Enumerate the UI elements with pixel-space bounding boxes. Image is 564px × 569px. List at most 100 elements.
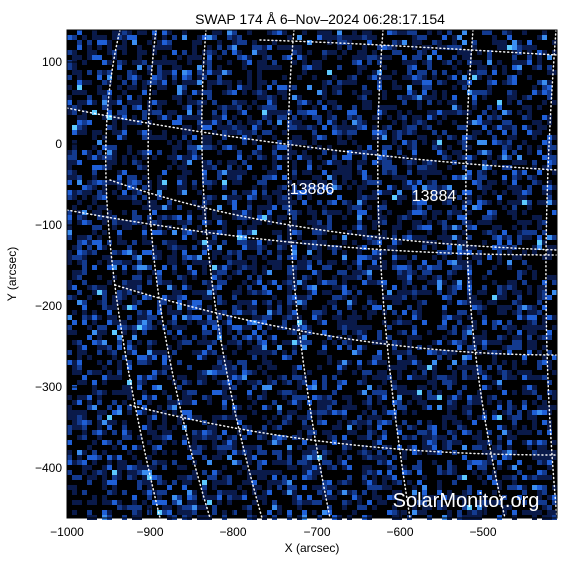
image-pixel [432, 185, 437, 190]
image-pixel [292, 95, 297, 100]
image-pixel [137, 485, 142, 490]
image-pixel [237, 175, 242, 180]
image-pixel [397, 295, 402, 300]
image-pixel [237, 260, 242, 265]
image-pixel [402, 465, 407, 470]
image-pixel [92, 475, 97, 480]
image-pixel [512, 310, 517, 315]
image-pixel [442, 325, 447, 330]
image-pixel [427, 65, 432, 70]
image-pixel [107, 320, 112, 325]
image-pixel [102, 475, 107, 480]
image-pixel [512, 435, 517, 440]
image-pixel [282, 95, 287, 100]
image-pixel [147, 415, 152, 420]
image-pixel [487, 230, 492, 235]
image-pixel [192, 470, 197, 475]
image-pixel [462, 365, 467, 370]
image-pixel [87, 475, 92, 480]
image-pixel [447, 245, 452, 250]
image-pixel [292, 400, 297, 405]
image-pixel [422, 375, 427, 380]
image-pixel [192, 180, 197, 185]
image-pixel [322, 495, 327, 500]
image-pixel [162, 205, 167, 210]
image-pixel [317, 115, 322, 120]
image-pixel [502, 120, 507, 125]
image-pixel [382, 75, 387, 80]
image-pixel [352, 495, 357, 500]
image-pixel [537, 430, 542, 435]
image-pixel [422, 430, 427, 435]
image-pixel [487, 400, 492, 405]
image-pixel [212, 240, 217, 245]
image-pixel [332, 115, 337, 120]
image-pixel [372, 280, 377, 285]
image-pixel [252, 315, 257, 320]
image-pixel [122, 125, 127, 130]
image-pixel [122, 110, 127, 115]
image-pixel [112, 265, 117, 270]
image-pixel [197, 415, 202, 420]
image-pixel [507, 280, 512, 285]
image-pixel [417, 120, 422, 125]
image-pixel [67, 470, 72, 475]
image-pixel [407, 400, 412, 405]
image-pixel [182, 395, 187, 400]
image-pixel [267, 290, 272, 295]
image-pixel [282, 325, 287, 330]
image-pixel [112, 225, 117, 230]
image-pixel [272, 170, 277, 175]
image-pixel [277, 90, 282, 95]
image-pixel [377, 425, 382, 430]
image-pixel [462, 165, 467, 170]
image-pixel [257, 395, 262, 400]
image-pixel [297, 365, 302, 370]
image-pixel [147, 345, 152, 350]
image-pixel [277, 285, 282, 290]
image-pixel [487, 115, 492, 120]
image-pixel [152, 350, 157, 355]
image-pixel [217, 30, 222, 35]
image-pixel [292, 475, 297, 480]
image-pixel [142, 375, 147, 380]
image-pixel [242, 110, 247, 115]
image-pixel [182, 505, 187, 510]
image-pixel [482, 185, 487, 190]
image-pixel [237, 485, 242, 490]
image-pixel [547, 455, 552, 460]
image-pixel [97, 350, 102, 355]
image-pixel [517, 270, 522, 275]
x-tick-label: −500 [469, 525, 496, 539]
image-pixel [502, 165, 507, 170]
image-pixel [462, 260, 467, 265]
image-pixel [97, 370, 102, 375]
image-pixel [472, 120, 477, 125]
image-pixel [372, 430, 377, 435]
image-pixel [532, 65, 537, 70]
image-pixel [547, 85, 552, 90]
image-pixel [347, 500, 352, 505]
image-pixel [407, 335, 412, 340]
image-pixel [117, 500, 122, 505]
image-pixel [382, 125, 387, 130]
image-pixel [192, 300, 197, 305]
image-pixel [457, 240, 462, 245]
image-pixel [467, 400, 472, 405]
image-pixel [267, 385, 272, 390]
image-pixel [157, 280, 162, 285]
image-pixel [477, 250, 482, 255]
image-pixel [172, 460, 177, 465]
image-pixel [417, 225, 422, 230]
image-pixel [447, 195, 452, 200]
image-pixel [382, 150, 387, 155]
image-pixel [512, 425, 517, 430]
image-pixel [142, 325, 147, 330]
image-pixel [427, 425, 432, 430]
image-pixel [337, 345, 342, 350]
image-pixel [542, 460, 547, 465]
image-pixel [82, 250, 87, 255]
image-pixel [252, 50, 257, 55]
image-pixel [312, 285, 317, 290]
image-pixel [322, 290, 327, 295]
